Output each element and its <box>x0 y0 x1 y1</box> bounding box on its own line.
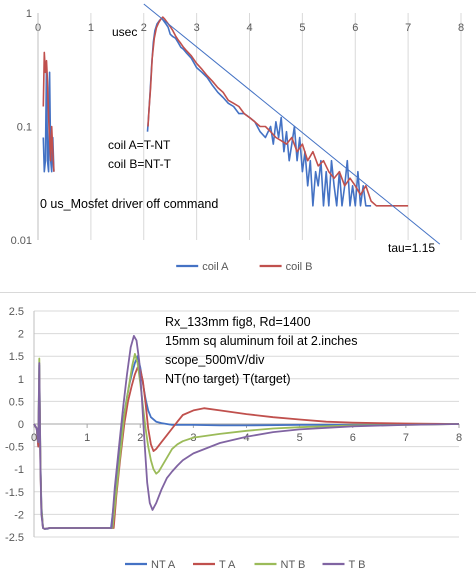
chart1-ytick-0.1: 0.1 <box>17 122 32 134</box>
chart1-line-1 <box>42 16 409 207</box>
chart2-xtick-0: 0 <box>31 432 37 444</box>
chart1-line-2 <box>143 3 441 245</box>
chart1-xtick-2: 2 <box>141 22 147 34</box>
chart2-gridlines <box>34 310 459 538</box>
chart1-xtick-1: 1 <box>88 22 94 34</box>
annotation-scope-scale: scope_500mV/div <box>165 353 265 367</box>
annotation-coil-b-def: coil B=NT-T <box>108 157 172 171</box>
annotation-usec: usec <box>112 25 137 39</box>
chart1-series-1 <box>42 16 409 207</box>
chart2-ytick-1: 1 <box>18 374 24 386</box>
chart1-xtick-6: 6 <box>352 22 358 34</box>
chart2-ytick-0: 0 <box>18 419 24 431</box>
chart2-legend: NT A T A NT B T B <box>125 559 365 571</box>
chart1-series-2 <box>143 3 441 245</box>
chart1-xtick-3: 3 <box>194 22 200 34</box>
chart2-line-3 <box>33 335 460 530</box>
annotation-mosfet-off: 0 us_Mosfet driver off command <box>40 197 218 211</box>
chart1-xtick-4: 4 <box>246 22 252 34</box>
chart2-ytick-2.5: 2.5 <box>9 306 24 318</box>
chart2-xtick-5: 5 <box>297 432 303 444</box>
chart1-xtick-7: 7 <box>405 22 411 34</box>
chart2-ytick-1.5: 1.5 <box>9 351 24 363</box>
chart2-xtick-6: 6 <box>350 432 356 444</box>
chart2-series-3 <box>33 335 460 530</box>
chart1-xtick-5: 5 <box>299 22 305 34</box>
chart2-ytick--1: -1 <box>14 464 24 476</box>
annotation-coil-a-def: coil A=T-NT <box>108 138 171 152</box>
annotation-target-foil: 15mm sq aluminum foil at 2.inches <box>165 334 357 348</box>
chart2-ytick-0.5: 0.5 <box>9 396 24 408</box>
chart-decay-log: 0123456780.010.11 usec coil A=T-NT coil … <box>11 3 464 273</box>
chart1-series <box>42 3 441 245</box>
chart2-xtick-4: 4 <box>243 432 249 444</box>
chart2-legend-label-3: T B <box>349 559 366 571</box>
chart1-legend-label-1: coil B <box>286 261 313 273</box>
chart-scope-waveforms: 2.521.510.50-0.5-1-1.5-2-2.50 1 2 3 4 5 6 7 8 Rx… <box>5 306 462 571</box>
chart1-ytick-0.01: 0.01 <box>11 235 32 247</box>
chart2-xtick-8: 8 <box>456 432 462 444</box>
chart2-ytick--0.5: -0.5 <box>5 442 24 454</box>
chart2-xtick-7: 7 <box>403 432 409 444</box>
chart1-legend: coil A coil B <box>176 261 313 273</box>
chart1-legend-label-0: coil A <box>202 261 229 273</box>
annotation-rx-coil: Rx_133mm fig8, Rd=1400 <box>165 315 311 329</box>
chart2-xtick-2: 2 <box>137 432 143 444</box>
chart1-series-0 <box>42 17 372 207</box>
chart2-legend-label-0: NT A <box>151 559 176 571</box>
chart2-ytick-2: 2 <box>18 329 24 341</box>
chart1-ytick-1: 1 <box>26 8 32 20</box>
chart2-legend-label-2: NT B <box>281 559 306 571</box>
chart-separator <box>0 292 476 293</box>
chart1-gridlines <box>90 13 462 240</box>
chart2-series <box>33 335 460 530</box>
chart2-axes: 2.521.510.50-0.5-1-1.5-2-2.50 1 2 3 4 5 6 7 8 <box>5 306 462 544</box>
chart1-line-0 <box>42 17 372 207</box>
chart2-legend-label-1: T A <box>219 559 236 571</box>
annotation-nt-t-legend: NT(no target) T(target) <box>165 372 291 386</box>
chart2-ytick--1.5: -1.5 <box>5 487 24 499</box>
annotation-tau: tau=1.15 <box>388 241 435 255</box>
chart1-xtick-8: 8 <box>458 22 464 34</box>
chart2-xtick-1: 1 <box>84 432 90 444</box>
chart1-axes: 0123456780.010.11 <box>11 8 464 247</box>
chart2-series-1 <box>33 366 460 530</box>
chart2-ytick--2.5: -2.5 <box>5 532 24 544</box>
chart2-line-1 <box>33 366 460 530</box>
chart2-ytick--2: -2 <box>14 509 24 521</box>
